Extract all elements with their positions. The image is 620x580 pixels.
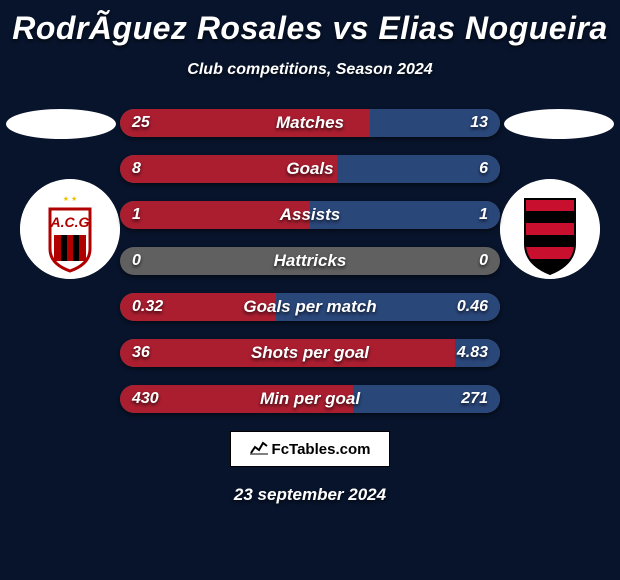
flamengo-crest-icon: [500, 179, 600, 279]
comparison-content: ★ ★ A.C.G 2513Matches86Goa: [0, 109, 620, 413]
atletico-go-crest-icon: ★ ★ A.C.G: [20, 179, 120, 279]
club-crest-left: ★ ★ A.C.G: [20, 179, 120, 279]
subtitle: Club competitions, Season 2024: [0, 61, 620, 79]
stat-row: 00Hattricks: [120, 247, 500, 275]
date-text: 23 september 2024: [0, 485, 620, 505]
stat-label: Matches: [120, 109, 500, 137]
watermark-text: FcTables.com: [272, 441, 371, 458]
stat-label: Shots per goal: [120, 339, 500, 367]
stat-bars: 2513Matches 86Goals 11Assists 00Hattricks 0.…: [120, 109, 500, 413]
svg-text:★ ★: ★ ★: [63, 195, 78, 203]
club-crest-right: [500, 179, 600, 279]
stat-row: 0.320.46Goals per match: [120, 293, 500, 321]
stat-label: Goals: [120, 155, 500, 183]
stat-label: Hattricks: [120, 247, 500, 275]
player-head-left: [6, 109, 116, 139]
stat-row: 430271Min per goal: [120, 385, 500, 413]
player-head-right: [504, 109, 614, 139]
stat-row: 364.83Shots per goal: [120, 339, 500, 367]
stat-label: Assists: [120, 201, 500, 229]
stat-label: Min per goal: [120, 385, 500, 413]
chart-icon: [250, 439, 268, 459]
watermark[interactable]: FcTables.com: [230, 431, 390, 467]
stat-row: 86Goals: [120, 155, 500, 183]
stat-row: 11Assists: [120, 201, 500, 229]
stat-row: 2513Matches: [120, 109, 500, 137]
svg-text:A.C.G: A.C.G: [50, 214, 90, 230]
page-title: RodrÃ­guez Rosales vs Elias Nogueira: [0, 0, 620, 47]
stat-label: Goals per match: [120, 293, 500, 321]
